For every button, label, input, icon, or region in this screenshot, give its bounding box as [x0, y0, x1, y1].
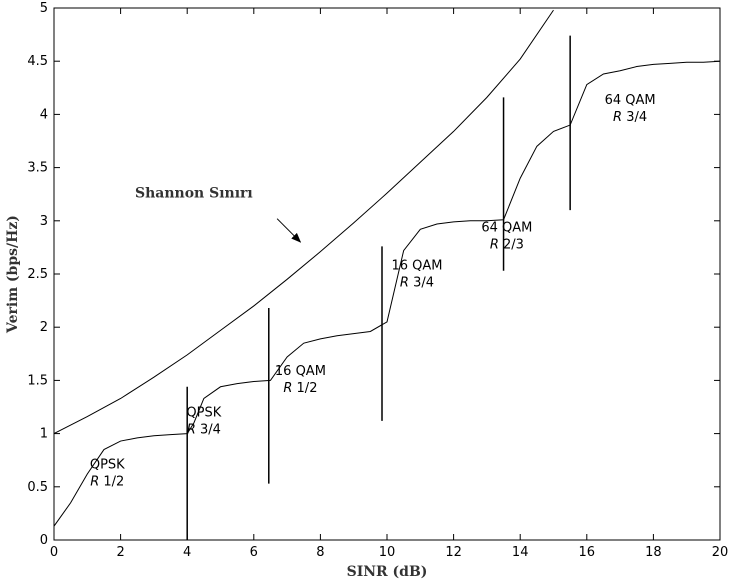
mcs-modulation-label: QPSK [186, 406, 221, 421]
mcs-coderate-label: R 1/2 [283, 381, 317, 396]
divider-layer [186, 35, 571, 540]
x-tick-label: 20 [712, 545, 729, 560]
mcs-modulation-label: QPSK [90, 458, 125, 473]
y-tick-label: 0.5 [27, 480, 48, 495]
shannon-limit-label: Shannon Sınırı [135, 185, 253, 201]
x-tick-label: 16 [579, 545, 596, 560]
y-tick-label: 3 [40, 214, 48, 229]
y-tick-label: 1 [40, 427, 48, 442]
x-tick-label: 12 [445, 545, 462, 560]
mcs-coderate-label: R 2/3 [490, 237, 524, 252]
y-tick-label: 2 [40, 320, 48, 335]
x-tick-label: 10 [379, 545, 396, 560]
annotation-layer: QPSK R 1/2 QPSK R 3/4 16 QAM R 1/2 16 QAM R 3/4… [90, 93, 656, 490]
y-tick-label: 3.5 [27, 161, 48, 176]
y-tick-label: 0 [40, 533, 48, 548]
y-tick-label: 4.5 [27, 54, 48, 69]
mcs-modulation-label: 64 QAM [605, 93, 656, 108]
y-axis-label: Verim (bps/Hz) [5, 215, 21, 334]
mcs-coderate-label: R 1/2 [90, 475, 124, 490]
x-tick-label: 2 [116, 545, 124, 560]
x-tick-label: 18 [645, 545, 662, 560]
x-tick-label: 4 [183, 545, 191, 560]
shannon-arrow [276, 218, 302, 243]
x-tick-label: 14 [512, 545, 529, 560]
x-axis: 0 2 4 6 8 10 12 14 16 18 20 [50, 8, 728, 560]
x-tick-label: 6 [250, 545, 258, 560]
plot-frame [53, 7, 721, 541]
x-tick-label: 8 [316, 545, 324, 560]
x-tick-label: 0 [50, 545, 58, 560]
mcs-modulation-label: 16 QAM [275, 364, 326, 379]
y-tick-label: 2.5 [27, 267, 48, 282]
mcs-modulation-label: 16 QAM [391, 259, 442, 274]
series-line-shannon [54, 9, 554, 435]
y-tick-label: 5 [40, 1, 48, 16]
series-line-throughput [54, 60, 720, 527]
plot-area [53, 7, 721, 541]
mcs-coderate-label: R 3/4 [187, 423, 221, 438]
series-layer [54, 9, 720, 527]
y-tick-label: 4 [40, 107, 48, 122]
mcs-modulation-label: 64 QAM [481, 220, 532, 235]
x-axis-label: SINR (dB) [347, 564, 428, 580]
mcs-coderate-label: R 3/4 [400, 276, 434, 291]
mcs-coderate-label: R 3/4 [613, 110, 647, 125]
y-axis: 0 0.5 1 1.5 2 2.5 3 3.5 4 4.5 5 [27, 1, 720, 548]
y-tick-label: 1.5 [27, 373, 48, 388]
